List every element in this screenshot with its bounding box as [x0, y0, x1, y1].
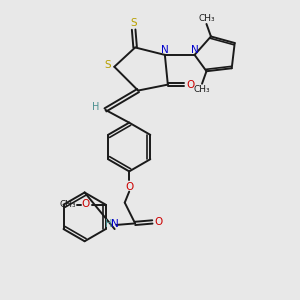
Text: H: H	[105, 219, 112, 229]
Text: O: O	[187, 80, 195, 90]
Text: CH₃: CH₃	[198, 14, 215, 23]
Text: N: N	[111, 219, 119, 229]
Text: CH₃: CH₃	[194, 85, 210, 94]
Text: O: O	[82, 199, 90, 209]
Text: H: H	[92, 102, 100, 112]
Text: N: N	[191, 45, 199, 56]
Text: N: N	[161, 45, 169, 56]
Text: S: S	[130, 18, 137, 28]
Text: O: O	[155, 217, 163, 227]
Text: S: S	[104, 60, 111, 70]
Text: O: O	[125, 182, 133, 192]
Text: CH₃: CH₃	[60, 200, 76, 208]
